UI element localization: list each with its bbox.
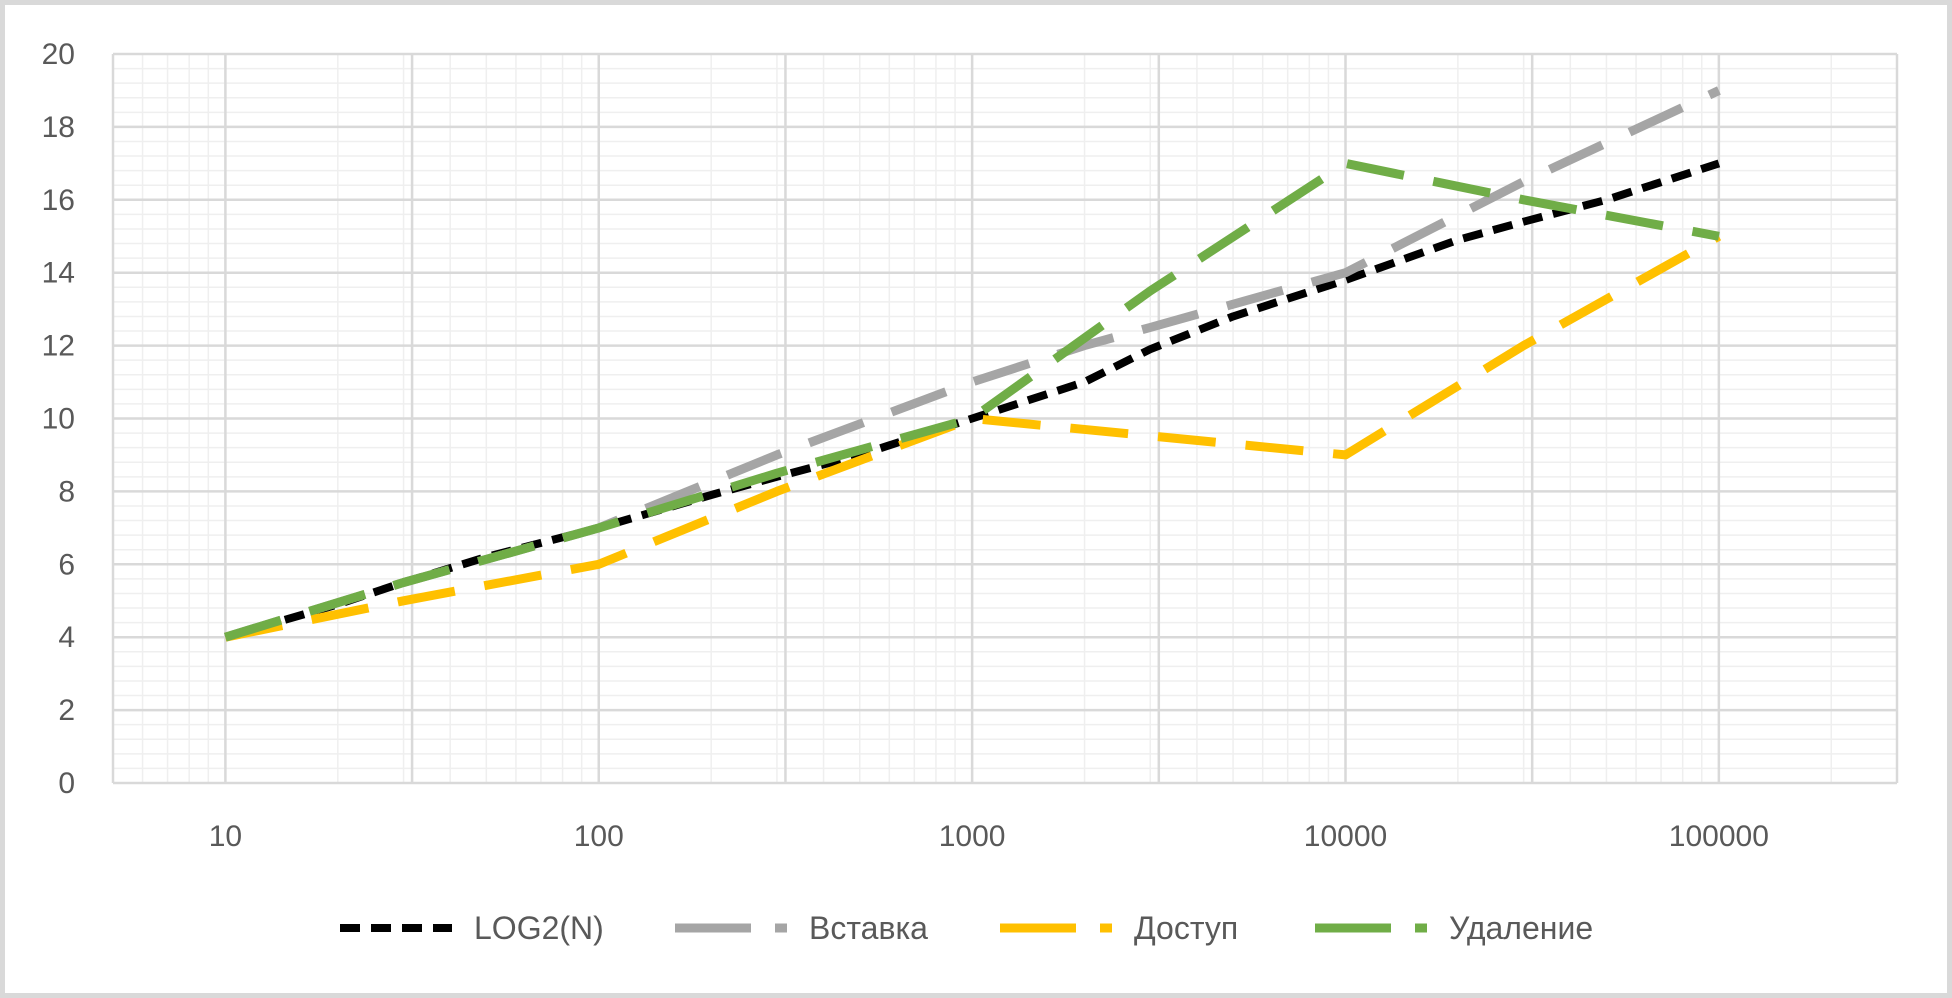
legend-label: Удаление (1449, 910, 1593, 946)
y-tick-label: 12 (42, 330, 75, 363)
x-tick-label: 10000 (1304, 820, 1387, 853)
y-tick-label: 18 (42, 111, 75, 144)
x-tick-label: 1000 (939, 820, 1006, 853)
legend: LOG2(N) Вставка Доступ Удаление (340, 910, 1593, 946)
y-tick-label: 4 (58, 621, 75, 654)
major-gridlines (111, 52, 1899, 785)
legend-label: Вставка (809, 910, 928, 946)
y-tick-label: 10 (42, 403, 75, 436)
y-tick-label: 16 (42, 184, 75, 217)
y-axis-ticks: 0 2 4 6 8 10 12 14 16 18 20 (42, 38, 75, 800)
y-tick-label: 6 (58, 548, 75, 581)
series-line (224, 232, 1722, 642)
x-tick-label: 10 (209, 820, 242, 853)
series-line (224, 158, 1720, 642)
y-tick-label: 8 (58, 475, 75, 508)
x-axis-ticks: 10 100 1000 10000 100000 (209, 820, 1769, 853)
legend-label: LOG2(N) (474, 910, 604, 946)
y-tick-label: 0 (58, 767, 75, 800)
y-tick-label: 2 (58, 694, 75, 727)
x-tick-label: 100 (574, 820, 624, 853)
y-tick-label: 14 (42, 257, 75, 290)
y-tick-label: 20 (42, 38, 75, 71)
series-line (224, 159, 1721, 642)
series-lines (224, 86, 1722, 642)
legend-label: Доступ (1134, 910, 1238, 946)
x-tick-label: 100000 (1669, 820, 1769, 853)
